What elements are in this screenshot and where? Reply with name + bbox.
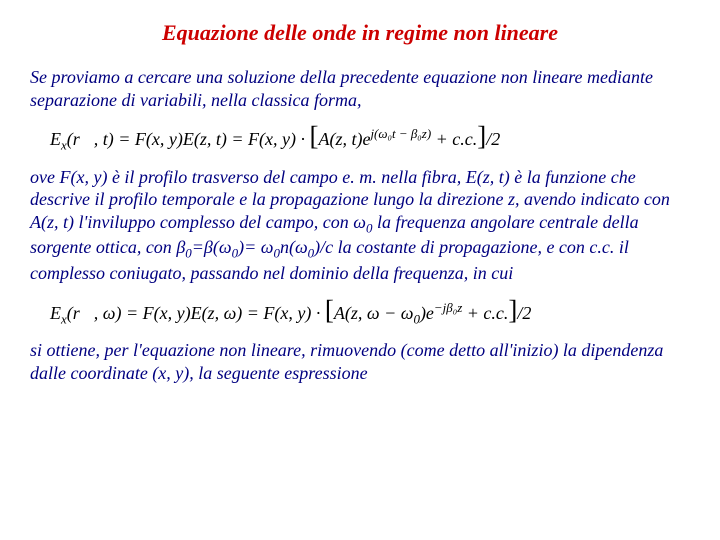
eq2-lhs-args: (r⃗, ω) = [67, 303, 138, 323]
p2-l6: n( [280, 237, 295, 257]
p2-omega1: ω [353, 212, 366, 232]
paragraph-1: Se proviamo a cercare una soluzione dell… [30, 66, 690, 111]
eq1-inner-b: + c.c. [431, 129, 477, 149]
p2-omega4: ω [295, 237, 308, 257]
eq2-lhs-sym: E [50, 303, 61, 323]
eq2-tail: /2 [517, 303, 531, 323]
p2-l3: = [192, 237, 204, 257]
eq1-inner-a: A(z, t)e [318, 129, 370, 149]
p2-omega3: ω [261, 237, 274, 257]
p2-beta: β [204, 237, 213, 257]
eq1-lhs-args: (r⃗, t) = [67, 129, 131, 149]
eq1-exp: j(ω₀t − β₀z) [370, 126, 431, 141]
eq2-bracket-open: [ [325, 295, 334, 325]
slide-title: Equazione delle onde in regime non linea… [30, 20, 690, 46]
eq1-tail: /2 [486, 129, 500, 149]
eq2-exp: −jβ₀z [434, 300, 462, 315]
equation-1: Ex(r⃗, t) = F(x, y)E(z, t) = F(x, y) · [… [50, 121, 690, 154]
eq1-rhs-a: F(x, y)E(z, t) = F(x, y) · [135, 129, 310, 149]
eq1-lhs-sym: E [50, 129, 61, 149]
paragraph-3: si ottiene, per l'equazione non lineare,… [30, 339, 690, 384]
p2-omega2: ω [219, 237, 232, 257]
paragraph-2: ove F(x, y) è il profilo trasverso del c… [30, 166, 690, 285]
equation-2: Ex(r⃗, ω) = F(x, y)E(z, ω) = F(x, y) · [… [50, 295, 690, 328]
eq2-inner-a: A(z, ω − ω [334, 303, 414, 323]
eq2-inner-b: + c.c. [462, 303, 508, 323]
eq2-rhs-a: F(x, y)E(z, ω) = F(x, y) · [143, 303, 325, 323]
slide-page: Equazione delle onde in regime non linea… [0, 0, 720, 540]
p2-l5: )= [238, 237, 261, 257]
eq1-bracket-close: ] [477, 121, 486, 151]
p2-beta0: β [176, 237, 185, 257]
eq2-inner-a2: )e [420, 303, 434, 323]
